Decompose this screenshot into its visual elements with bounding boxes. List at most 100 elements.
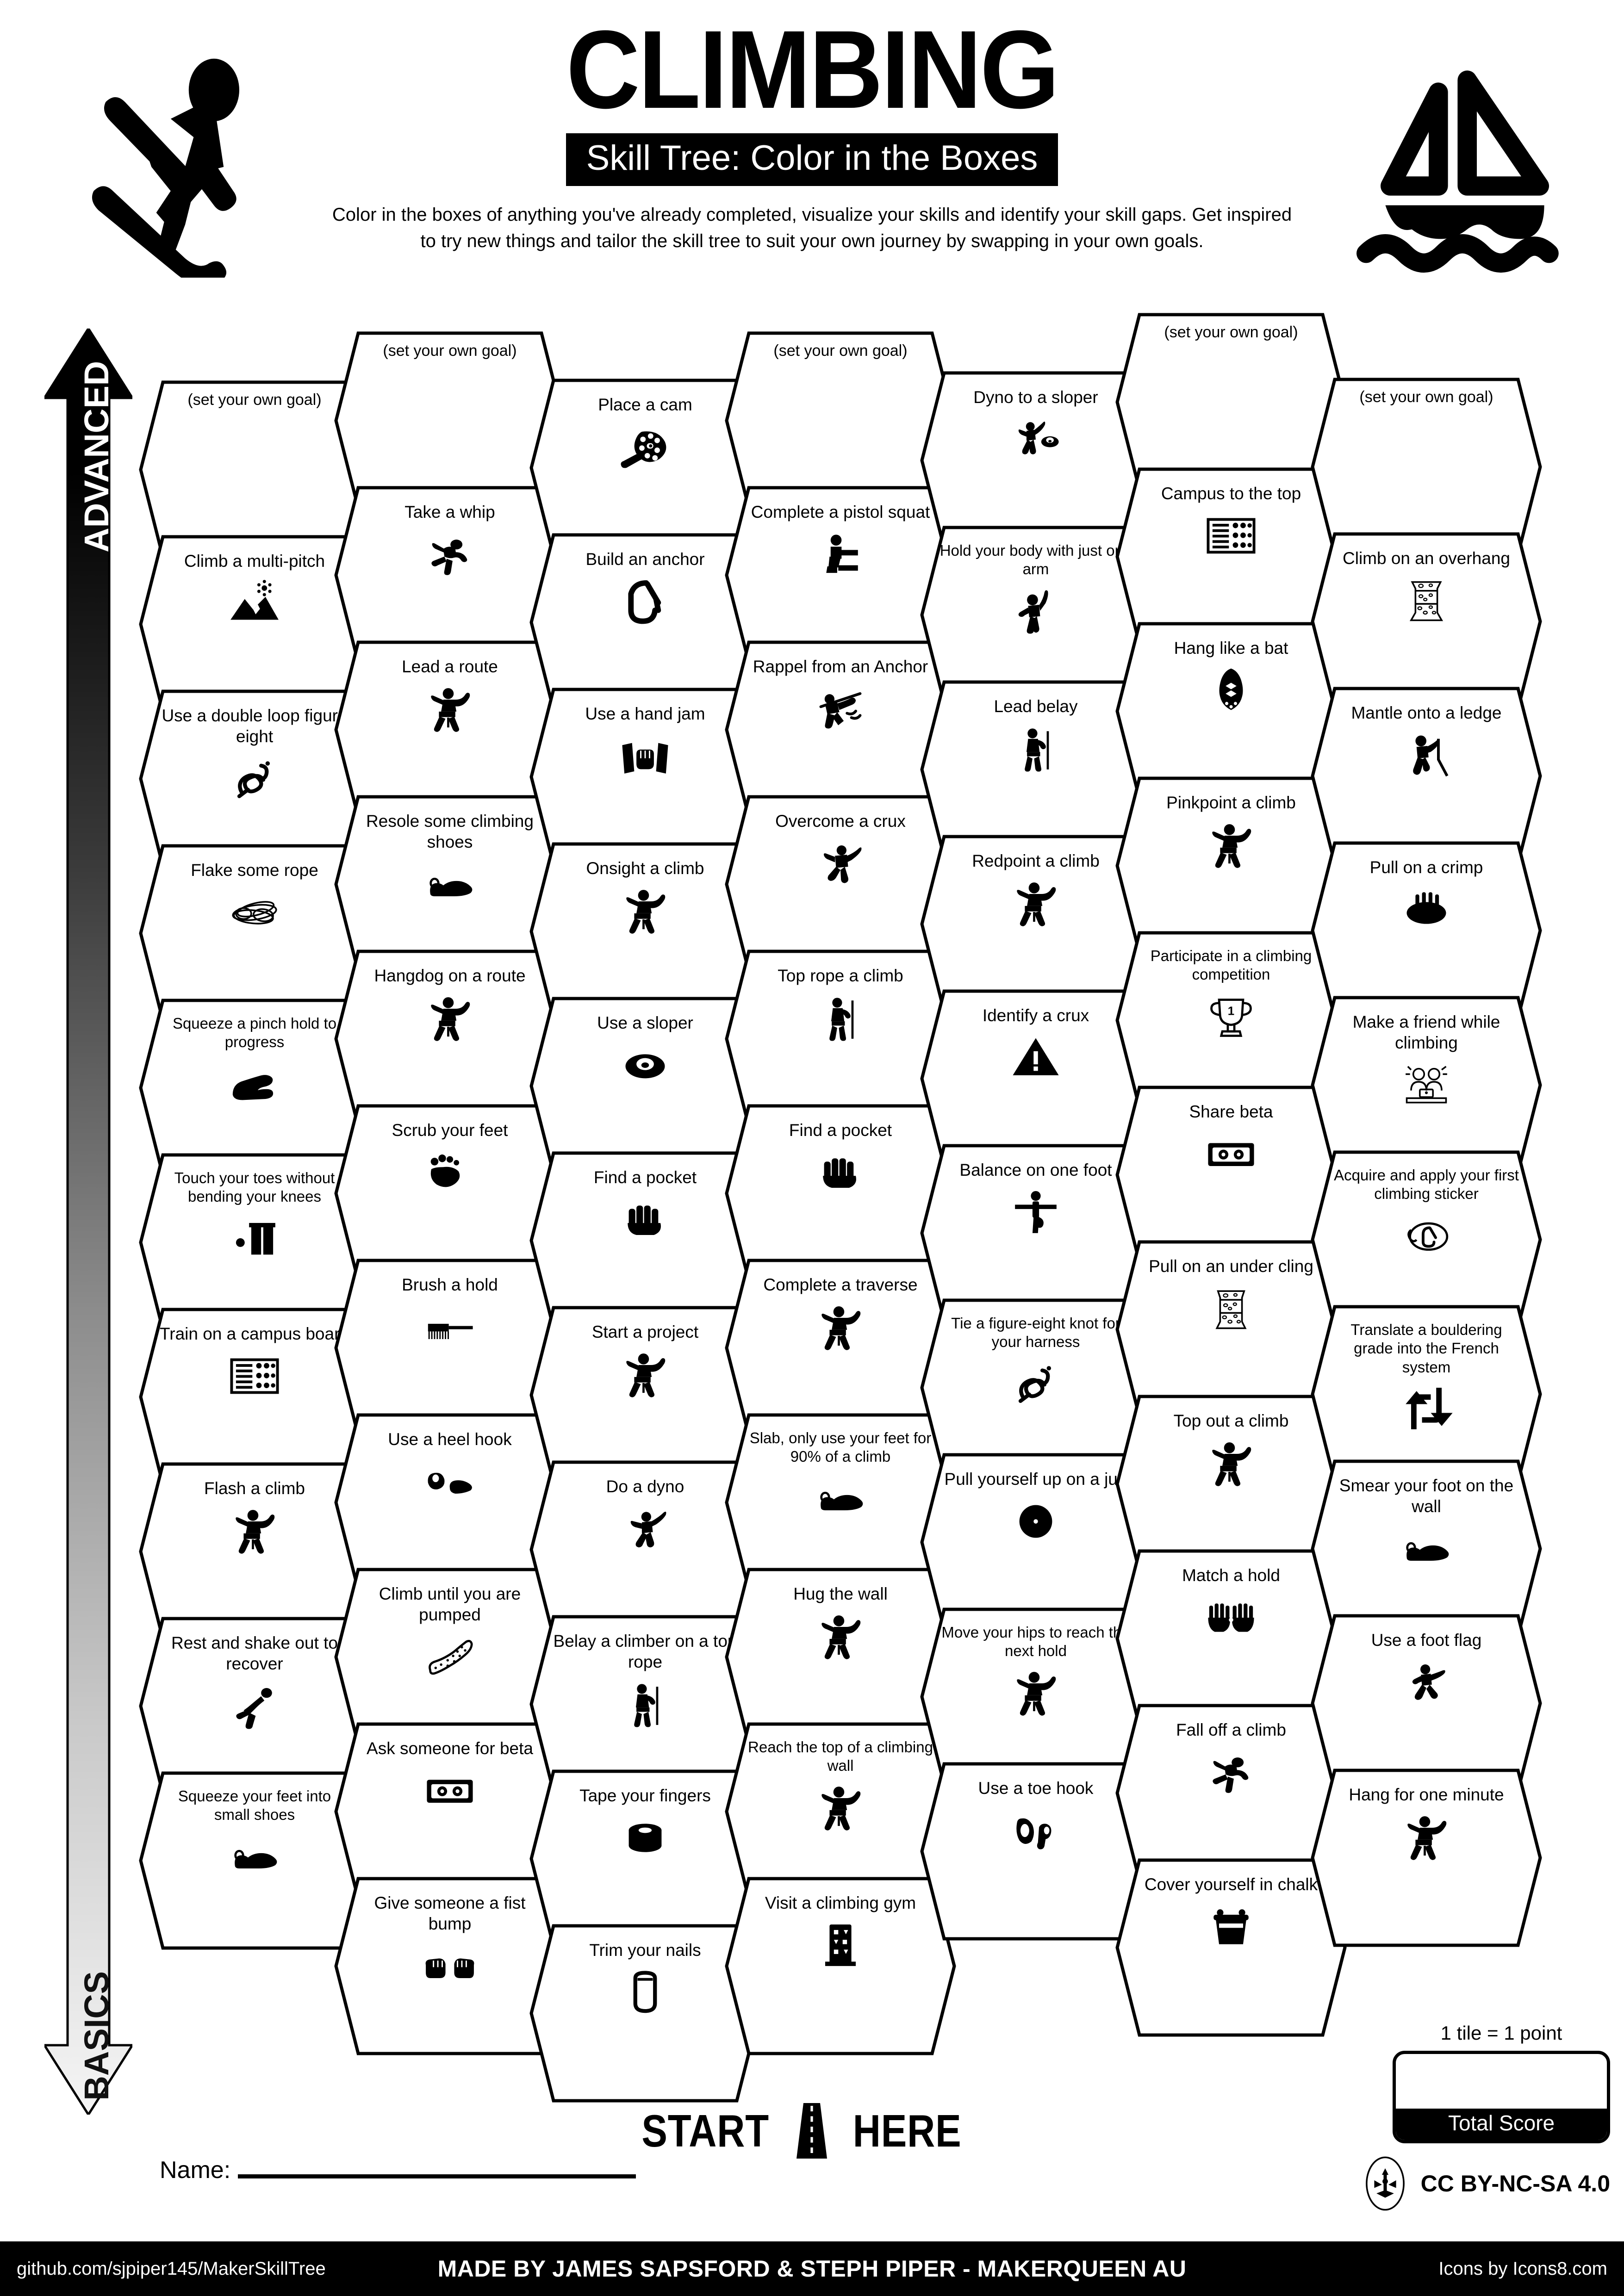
tile-point-note: 1 tile = 1 point <box>1440 2022 1562 2044</box>
skill-tile-goal-placeholder[interactable]: (set your own goal) <box>725 331 956 510</box>
skill-tile-label: Resole some climbing shoes <box>366 812 534 852</box>
skill-tile[interactable]: Pull on an under cling <box>1115 1240 1347 1419</box>
skill-tile-label: (set your own goal) <box>187 391 322 409</box>
skill-tile-label: Lead a route <box>402 657 498 676</box>
skill-tile-label: Mantle onto a ledge <box>1351 703 1502 722</box>
nail-clipper-icon <box>618 1965 672 2020</box>
rope-coil-icon <box>227 885 282 940</box>
match-hands-icon <box>1204 1590 1258 1645</box>
skill-tile[interactable]: Hang for one minute <box>1311 1769 1542 1947</box>
skill-tile[interactable]: Reach the top of a climbing wall <box>725 1722 956 1901</box>
climber-icon <box>813 1609 868 1663</box>
crimp-hand-icon <box>1399 882 1454 937</box>
skill-tile[interactable]: Smear your foot on the wall <box>1311 1459 1542 1638</box>
skill-tile[interactable]: Mantle onto a ledge <box>1311 687 1542 865</box>
total-score-box[interactable]: Total Score <box>1393 2051 1610 2143</box>
bat-icon <box>1204 663 1258 718</box>
footer-icons-credit[interactable]: Icons by Icons8.com <box>1438 2258 1607 2279</box>
skill-tile[interactable]: Complete a pistol squat <box>725 486 956 664</box>
climber-icon <box>1008 1665 1063 1720</box>
title-block: CLIMBING Skill Tree: Color in the Boxes … <box>0 14 1624 254</box>
skill-tile[interactable]: Pinkpoint a climb <box>1115 776 1347 955</box>
toe-hook-icon <box>1008 1803 1063 1858</box>
skill-tile[interactable]: Flake some rope <box>139 844 370 1023</box>
skill-tile-label: Slab, only use your feet for 90% of a cl… <box>749 1429 932 1465</box>
skill-tile[interactable]: Lead a route <box>334 640 566 819</box>
skill-tile[interactable]: Train on a campus board <box>139 1308 370 1486</box>
skill-tile-label: Use a double loop figure eight <box>162 706 348 746</box>
skill-tile[interactable]: Place a cam <box>529 379 761 557</box>
skill-tile[interactable]: Scrub your feet <box>334 1104 566 1283</box>
campus-board-icon <box>227 1349 282 1403</box>
skill-tile[interactable]: Use a hand jam <box>529 688 761 866</box>
skill-tile[interactable]: Redpoint a climb <box>920 835 1151 1013</box>
skill-tile[interactable]: Slab, only use your feet for 90% of a cl… <box>725 1413 956 1592</box>
skill-tile-label: Balance on one foot <box>959 1160 1112 1179</box>
skill-tile-label: Fall off a climb <box>1176 1720 1286 1739</box>
skill-tile-label: Trim your nails <box>589 1941 701 1960</box>
skill-tile-label: Hold your body with just one arm <box>940 542 1132 578</box>
skill-tile[interactable]: Overcome a crux <box>725 795 956 974</box>
skill-tile[interactable]: Belay a climber on a top rope <box>529 1615 761 1793</box>
skill-tile[interactable]: Onsight a climb <box>529 842 761 1021</box>
skill-tile[interactable]: Dyno to a sloper <box>920 371 1151 550</box>
skill-tile-label: Climb on an overhang <box>1343 549 1510 568</box>
climber-icon <box>813 1780 868 1835</box>
skill-tile-label: Identify a crux <box>982 1006 1089 1025</box>
description: Color in the boxes of anything you've al… <box>0 202 1624 254</box>
skill-tile-label: Reach the top of a climbing wall <box>748 1738 933 1775</box>
skill-tile-label: Squeeze your feet into small shoes <box>178 1787 331 1824</box>
skill-tile[interactable]: Translate a bouldering grade into the Fr… <box>1311 1305 1542 1483</box>
skill-tile-label: Flake some rope <box>191 861 318 880</box>
skill-tile[interactable]: Climb until you are pumped <box>334 1568 566 1746</box>
skill-tile[interactable]: Brush a hold <box>334 1259 566 1437</box>
belayer-icon <box>618 1677 672 1731</box>
climbing-shoe-icon <box>227 1829 282 1884</box>
skill-tile[interactable]: Use a sloper <box>529 997 761 1175</box>
skill-tile-label: Do a dyno <box>606 1477 684 1496</box>
sticker-icon <box>1399 1208 1454 1263</box>
skill-tile[interactable]: Acquire and apply your first climbing st… <box>1311 1150 1542 1329</box>
skill-tile-label: Use a foot flag <box>1371 1631 1482 1650</box>
skill-tile-label: Squeeze a pinch hold to progress <box>172 1015 337 1051</box>
total-score-label: Total Score <box>1396 2109 1607 2140</box>
mantle-icon <box>1399 728 1454 782</box>
skill-tile-label: Tie a figure-eight knot for your harness <box>951 1315 1120 1351</box>
footer-credit: MADE BY JAMES SAPSFORD & STEPH PIPER - M… <box>437 2256 1187 2282</box>
jug-icon <box>1008 1494 1063 1549</box>
skill-tile-label: Find a pocket <box>789 1121 892 1140</box>
skill-tile-label: Acquire and apply your first climbing st… <box>1334 1167 1519 1203</box>
skill-tile[interactable]: Pull on a crimp <box>1311 841 1542 1020</box>
pinch-hand-icon <box>227 1056 282 1111</box>
skill-tile[interactable]: Flash a climb <box>139 1462 370 1641</box>
skill-tile-label: Belay a climber on a top rope <box>553 1632 737 1672</box>
skill-tile-label: Rappel from an Anchor <box>753 657 928 676</box>
undercling-icon <box>1204 1281 1258 1336</box>
pocket-hand-icon <box>813 1145 868 1200</box>
skill-tile-label: Rest and shake out to recover <box>171 1633 338 1674</box>
skill-tile-label: (set your own goal) <box>383 342 517 360</box>
mountain-icon <box>227 576 282 631</box>
skill-tile[interactable]: Top out a climb <box>1115 1395 1347 1573</box>
skill-tile[interactable]: Use a foot flag <box>1311 1614 1542 1793</box>
skill-tile-goal-placeholder[interactable]: (set your own goal) <box>1311 378 1542 556</box>
belayer-icon <box>1008 721 1063 776</box>
skill-tile[interactable]: Identify a crux <box>920 989 1151 1168</box>
skill-tile[interactable]: Rest and shake out to recover <box>139 1617 370 1795</box>
skill-tile-label: Flash a climb <box>204 1479 305 1498</box>
here-word: HERE <box>852 2105 962 2156</box>
climbing-shoe-icon <box>813 1471 868 1526</box>
skill-tile-label: Use a sloper <box>597 1013 693 1032</box>
skill-tile[interactable]: Make a friend while climbing <box>1311 996 1542 1174</box>
skill-tile[interactable]: Cover yourself in chalk <box>1115 1858 1347 2037</box>
name-input-line[interactable] <box>238 2174 636 2178</box>
cam-icon <box>618 420 672 474</box>
skill-tile-label: Complete a pistol squat <box>751 503 930 521</box>
skill-tile[interactable]: Climb on an overhang <box>1311 532 1542 711</box>
skill-tile-label: Climb until you are pumped <box>379 1584 521 1625</box>
skill-tile-label: Pull on an under cling <box>1149 1257 1313 1276</box>
name-field[interactable]: Name: <box>160 2156 636 2184</box>
skill-tile[interactable]: Squeeze a pinch hold to progress <box>139 999 370 1177</box>
footer-repo-link[interactable]: github.com/sjpiper145/MakerSkillTree <box>17 2258 326 2279</box>
skill-tile-label: Move your hips to reach the next hold <box>941 1624 1130 1660</box>
